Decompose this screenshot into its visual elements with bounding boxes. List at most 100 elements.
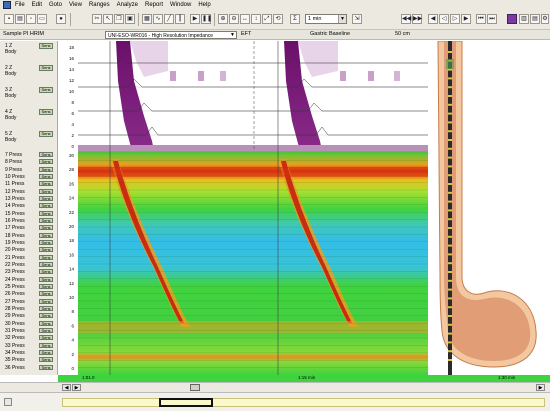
wave-icon[interactable]: ∿	[153, 14, 163, 24]
channel-sens-button[interactable]: Sens	[39, 276, 53, 282]
scroll-thumb[interactable]	[190, 384, 200, 391]
time-scale-select[interactable]: 1 min ▼	[305, 14, 347, 24]
copy-icon[interactable]: ❐	[114, 14, 124, 24]
settings-icon[interactable]: ⚙	[541, 14, 549, 24]
rewind-icon[interactable]: ◀◀	[401, 14, 412, 24]
zoom-out-icon[interactable]: ⊖	[229, 14, 239, 24]
timeline-track[interactable]	[62, 398, 545, 407]
color-map-icon[interactable]	[507, 14, 517, 24]
menu-edit[interactable]: Edit	[31, 2, 43, 8]
zoom-fit-icon[interactable]: ⤢	[262, 14, 272, 24]
channel-sens-button[interactable]: Sens	[39, 196, 53, 201]
channel-sens-button[interactable]: Sens	[39, 131, 53, 137]
channel-sens-button[interactable]: Sens	[39, 181, 53, 187]
channel-sens-button[interactable]: Sens	[39, 174, 53, 179]
channel-sens-button[interactable]: Sens	[39, 306, 53, 311]
record-icon[interactable]: ●	[56, 14, 66, 24]
timeline-home-icon[interactable]	[4, 398, 12, 406]
channel-sens-button[interactable]: Sens	[39, 240, 53, 245]
step-icon[interactable]: ◁	[439, 14, 449, 24]
channel-sens-button[interactable]: Sens	[39, 159, 53, 165]
step-forward-icon[interactable]: ▷	[450, 14, 460, 24]
scroll-right-icon[interactable]: ▶	[72, 384, 81, 391]
channel-sens-button[interactable]: Sens	[39, 218, 53, 223]
chart-icon[interactable]: ▥	[519, 14, 529, 24]
skip-back-icon[interactable]: ⏮	[476, 14, 486, 24]
channel-sens-button[interactable]: Sens	[39, 203, 53, 209]
pressure-tick-label: 28	[69, 167, 75, 172]
marker-icon[interactable]: ┃	[175, 14, 185, 24]
channel-sens-button[interactable]: Sens	[39, 342, 53, 348]
pause-icon[interactable]: ❚❚	[201, 14, 213, 24]
folder-icon[interactable]: ▭	[37, 14, 47, 24]
grid-icon[interactable]: ▦	[142, 14, 152, 24]
scroll-left-icon[interactable]: ◀	[62, 384, 71, 391]
menu-help[interactable]: Help	[198, 2, 211, 8]
channel-sens-button[interactable]: Sens	[39, 210, 53, 216]
channel-sens-button[interactable]: Sens	[39, 364, 53, 370]
channel-sens-button[interactable]: Sens	[39, 225, 53, 231]
channel-sens-button[interactable]: Sens	[39, 247, 53, 253]
channel-sens-button[interactable]: Sens	[39, 298, 53, 304]
menu-report[interactable]: Report	[144, 2, 163, 8]
menu-goto[interactable]: Goto	[49, 2, 63, 8]
pressure-sensor	[448, 253, 452, 256]
channel-sens-button[interactable]: Sens	[39, 152, 53, 157]
channel-sens-button[interactable]: Sens	[39, 232, 53, 238]
channel-sens-button[interactable]: Sens	[39, 284, 53, 289]
channel-sens-button[interactable]: Sens	[39, 43, 53, 49]
pressure-sensor	[448, 227, 452, 229]
bolus-transit-1	[116, 41, 154, 151]
calibrate-icon[interactable]: Σ	[290, 14, 300, 24]
channel-sens-button[interactable]: Sens	[39, 313, 53, 319]
channel-sens-button[interactable]: Sens	[39, 166, 53, 172]
channel-sens-button[interactable]: Sens	[39, 188, 53, 194]
cursor-icon[interactable]: ⇲	[352, 14, 362, 24]
channel-sens-button[interactable]: Sens	[39, 262, 53, 267]
open-icon[interactable]: ▫	[26, 14, 36, 24]
skip-forward-icon[interactable]: ⏭	[487, 14, 497, 24]
hrim-plot[interactable]: 1816141210864203028262422201816141210864…	[58, 41, 428, 375]
distance-label: 50 cm	[395, 31, 410, 37]
next-icon[interactable]: ▶	[461, 14, 471, 24]
channel-sens-button[interactable]: Sens	[39, 269, 53, 275]
zoom-y-icon[interactable]: ↕	[251, 14, 261, 24]
fast-forward-icon[interactable]: ▶▶	[412, 14, 423, 24]
pressure-sensor	[448, 350, 452, 353]
channel-sens-button[interactable]: Sens	[39, 350, 53, 355]
channel-label: 36 Press	[5, 364, 25, 371]
channel-sens-button[interactable]: Sens	[39, 335, 53, 341]
step-back-icon[interactable]: ◀	[428, 14, 438, 24]
pointer-icon[interactable]: ↖	[103, 14, 113, 24]
line-icon[interactable]: ╱	[164, 14, 174, 24]
menu-view[interactable]: View	[69, 2, 82, 8]
paste-icon[interactable]: ▣	[125, 14, 135, 24]
channel-sens-button[interactable]: Sens	[39, 65, 53, 71]
zoom-in-icon[interactable]: ⊕	[218, 14, 228, 24]
channel-sens-button[interactable]: Sens	[39, 328, 53, 333]
study-select[interactable]: UNI-ESO-WR016 - High Resolution Impedanc…	[105, 31, 237, 39]
channel-sens-button[interactable]: Sens	[39, 291, 53, 297]
menu-analyze[interactable]: Analyze	[116, 2, 138, 8]
scroll-end-icon[interactable]: ▶	[536, 384, 545, 391]
pressure-sensor	[448, 95, 452, 97]
zoom-x-icon[interactable]: ↔	[240, 14, 250, 24]
save-icon[interactable]: ▪	[4, 14, 14, 24]
cut-icon[interactable]: ✂	[92, 14, 102, 24]
pressure-topography	[78, 151, 428, 375]
menu-ranges[interactable]: Ranges	[88, 2, 110, 8]
channel-sens-button[interactable]: Sens	[39, 357, 53, 363]
channel-sens-button[interactable]: Sens	[39, 87, 53, 93]
report-icon[interactable]: ▤	[530, 14, 540, 24]
channel-sens-button[interactable]: Sens	[39, 320, 53, 326]
timeline-view-window[interactable]	[159, 398, 213, 407]
print-icon[interactable]: ▤	[15, 14, 25, 24]
channel-sens-button[interactable]: Sens	[39, 109, 53, 115]
pressure-tick-label: 2	[71, 352, 74, 357]
zoom-reset-icon[interactable]: ⟲	[273, 14, 283, 24]
menu-file[interactable]: File	[15, 2, 25, 8]
play-icon[interactable]: ▶	[190, 14, 200, 24]
horizontal-scrollbar[interactable]: ◀ ▶ ▶	[0, 382, 550, 392]
menu-window[interactable]: Window	[170, 2, 192, 8]
channel-sens-button[interactable]: Sens	[39, 254, 53, 260]
